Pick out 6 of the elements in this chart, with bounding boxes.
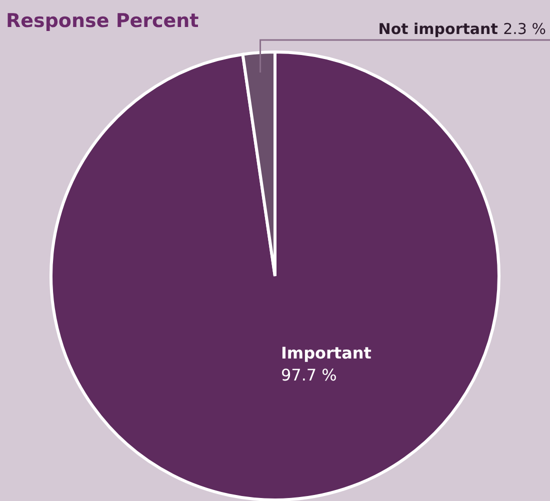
- data-label: 97.7 %: [280, 366, 337, 385]
- pie-slice: [50, 50, 500, 501]
- chart-title: Response Percent: [6, 10, 199, 32]
- slice-label: Not important: [378, 20, 504, 38]
- slice-label: Important: [280, 344, 372, 363]
- data-label: 2.3 %: [503, 20, 546, 38]
